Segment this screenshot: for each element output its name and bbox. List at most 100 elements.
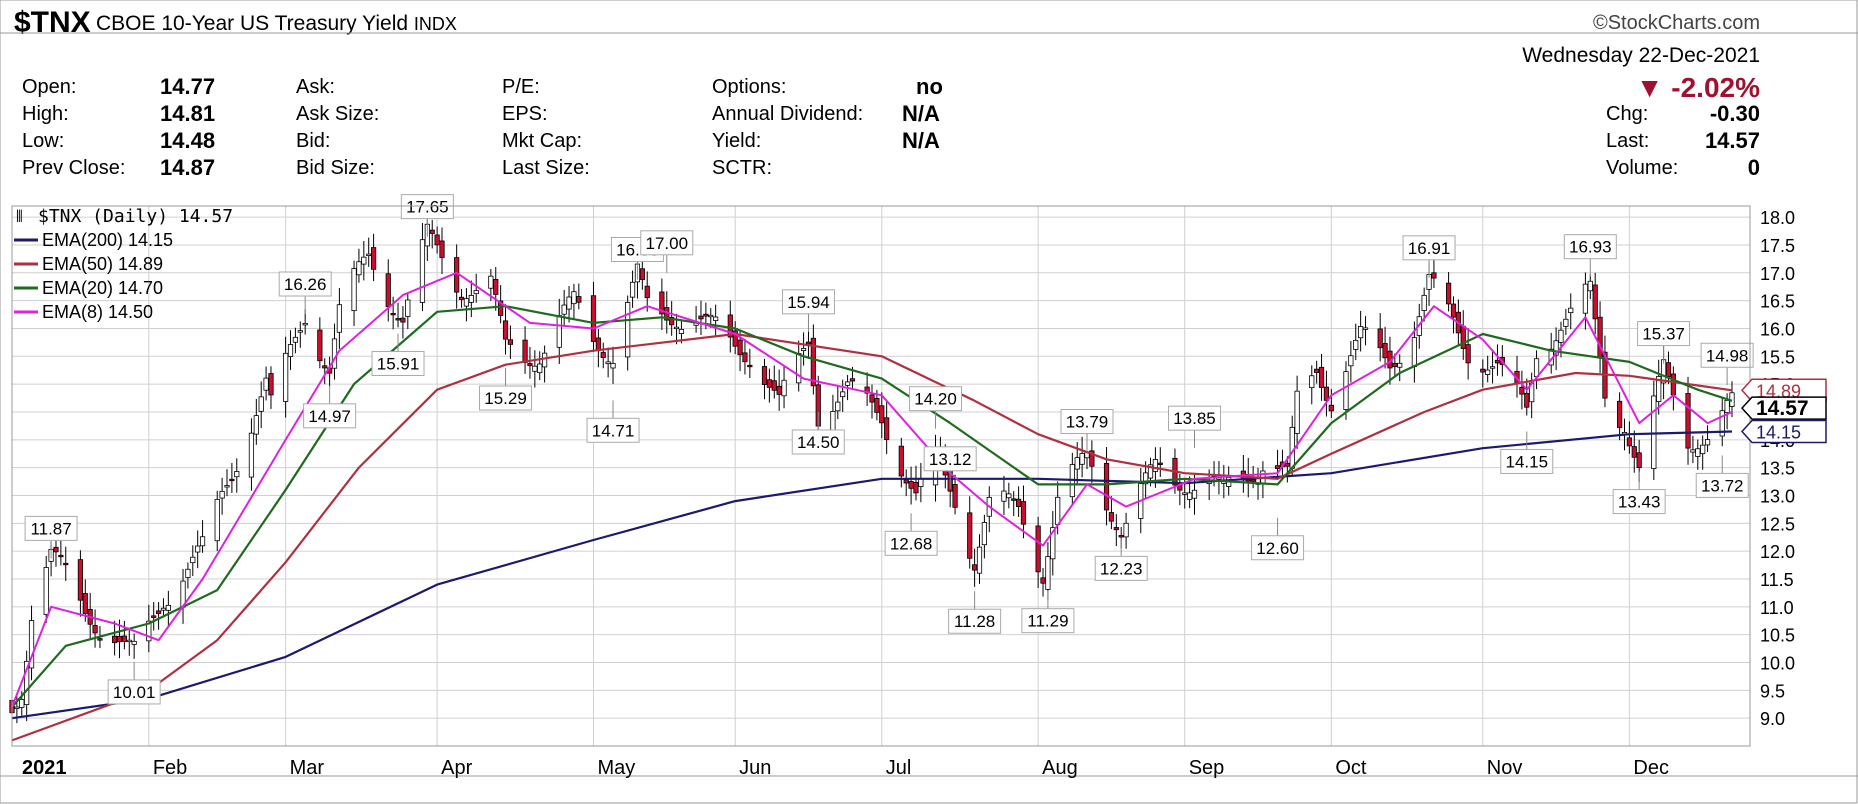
candle-body [1358, 326, 1364, 339]
candle-body [253, 415, 259, 435]
y-tick-label: 10.5 [1760, 626, 1795, 646]
candle-body [1656, 376, 1662, 402]
candle-body [737, 339, 743, 356]
candle-body [1040, 577, 1046, 584]
legend-label: $TNX (Daily) 14.57 [38, 206, 233, 227]
candlesticks [9, 209, 1735, 728]
open-value: 14.77 [160, 74, 216, 99]
annotation-box [1637, 321, 1691, 347]
candle-body [146, 620, 152, 642]
candle-body [82, 593, 88, 614]
candle-body [522, 339, 528, 363]
annotation-box [1700, 342, 1754, 368]
y-tick-label: 12.5 [1760, 514, 1795, 534]
candle-body [537, 363, 543, 374]
low-label: Low: [22, 130, 65, 152]
annotation-box [303, 403, 357, 429]
candle-body [385, 273, 391, 308]
price-tag-box [1740, 396, 1827, 420]
candle-body [805, 341, 812, 345]
candle-body [126, 639, 132, 643]
candle-body [92, 625, 98, 634]
ema8-line [11, 271, 1733, 708]
candle-body [395, 318, 401, 321]
annotation-label: 14.15 [1505, 452, 1548, 471]
sctr-label: SCTR: [712, 157, 772, 179]
candle-body [1289, 426, 1295, 469]
candle-body [1328, 404, 1334, 412]
mkt-cap-label: Mkt Cap: [502, 130, 583, 152]
annotation-label: 12.60 [1256, 539, 1299, 558]
candle-body [884, 417, 890, 440]
candle-body [840, 391, 846, 398]
candle-body [287, 344, 294, 357]
legend-label: EMA(8) 14.50 [42, 302, 153, 322]
annotation-box [1060, 409, 1114, 435]
candle-body [1450, 303, 1457, 318]
bid-label: Bid: [296, 130, 331, 152]
quote-date: Wednesday 22-Dec-2021 [1522, 44, 1760, 67]
annotation-box [1695, 472, 1749, 498]
candle-body [263, 377, 269, 391]
candle-body [1685, 392, 1691, 449]
candle-body [1695, 448, 1701, 457]
candle-body [1690, 449, 1696, 453]
annotation-box [791, 429, 845, 455]
candle-body [967, 512, 973, 559]
candle-body [1670, 373, 1676, 396]
x-tick-label: Mar [290, 757, 325, 779]
candle-body [1182, 492, 1188, 495]
ema200-line [11, 430, 1733, 720]
candle-body [419, 239, 426, 303]
candle-body [629, 281, 636, 298]
annotation-label: 14.50 [797, 433, 840, 452]
candle-body [976, 546, 983, 574]
candle-body [1631, 446, 1637, 458]
annotation-label: 17.00 [645, 234, 688, 253]
candle-body [302, 322, 308, 326]
annotation-label: 12.23 [1100, 559, 1143, 578]
candle-body [1465, 344, 1471, 364]
candle-body [727, 314, 733, 338]
candle-body [493, 279, 499, 295]
candle-body [356, 261, 362, 276]
candle-body [796, 353, 802, 384]
candle-body [131, 640, 137, 645]
y-tick-label: 16.5 [1760, 292, 1795, 312]
annotation-box [371, 350, 425, 376]
candle-body [498, 300, 504, 316]
candle-body [1617, 400, 1623, 428]
candle-body [1079, 453, 1085, 465]
candle-body [952, 484, 958, 508]
candle-body [1460, 325, 1466, 349]
candle-body [429, 229, 435, 234]
annotation-box [909, 386, 963, 412]
plot-frame [11, 205, 1751, 747]
candle-body [58, 554, 64, 558]
candle-body [63, 562, 69, 566]
source-credit[interactable]: ©StockCharts.com [1592, 12, 1760, 34]
yield-value: N/A [902, 128, 940, 153]
annotation-label: 11.28 [954, 612, 995, 631]
candle-body [1323, 386, 1330, 401]
candle-body [1035, 525, 1041, 573]
yield-label: Yield: [712, 130, 762, 152]
y-tick-label: 11.5 [1760, 570, 1794, 590]
last-label: Last: [1606, 130, 1650, 152]
candle-body [1343, 371, 1349, 410]
annotation-box [24, 515, 78, 541]
candle-body [297, 330, 303, 333]
candle-body [405, 299, 411, 317]
candle-body [800, 348, 807, 351]
annotation-box [1168, 405, 1221, 431]
moving-averages [11, 271, 1733, 742]
annotation-label: 13.43 [1618, 493, 1661, 512]
candle-body [1587, 280, 1593, 292]
candle-body [336, 304, 342, 333]
candle-body [605, 361, 611, 365]
candle-body [1592, 284, 1598, 320]
candlestick-icon: ⫴ [16, 207, 23, 226]
candle-body [77, 559, 84, 601]
price-tag-label: 14.57 [1756, 397, 1809, 420]
